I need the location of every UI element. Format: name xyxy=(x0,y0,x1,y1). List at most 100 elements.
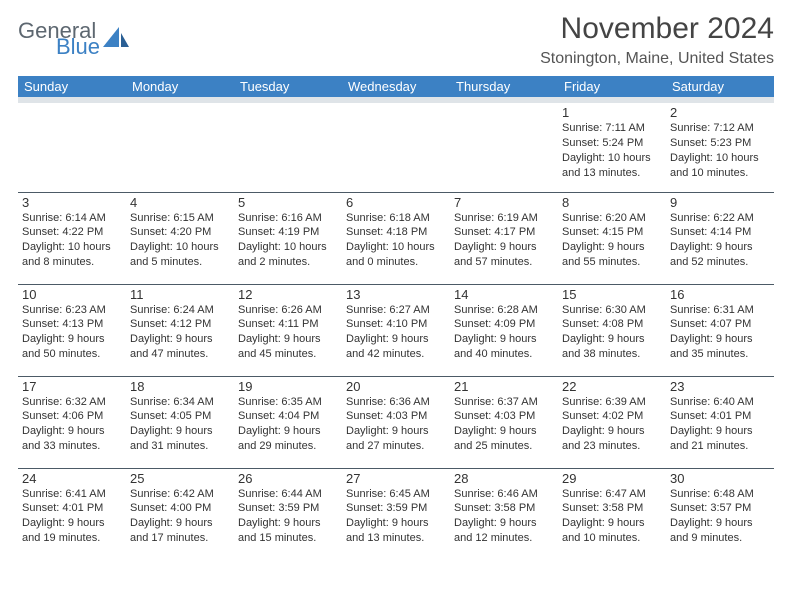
daylight-text: Daylight: 9 hours and 15 minutes. xyxy=(238,516,338,546)
sunrise-text: Sunrise: 6:31 AM xyxy=(670,303,770,318)
calendar-day-cell: 10Sunrise: 6:23 AMSunset: 4:13 PMDayligh… xyxy=(18,284,126,376)
sunset-text: Sunset: 4:04 PM xyxy=(238,409,338,424)
calendar-day-cell: 18Sunrise: 6:34 AMSunset: 4:05 PMDayligh… xyxy=(126,376,234,468)
daylight-text: Daylight: 9 hours and 55 minutes. xyxy=(562,240,662,270)
day-info: Sunrise: 6:26 AMSunset: 4:11 PMDaylight:… xyxy=(238,303,338,362)
day-number: 23 xyxy=(670,379,770,394)
calendar-week-row: 1Sunrise: 7:11 AMSunset: 5:24 PMDaylight… xyxy=(18,100,774,192)
day-info: Sunrise: 6:44 AMSunset: 3:59 PMDaylight:… xyxy=(238,487,338,546)
sunrise-text: Sunrise: 6:27 AM xyxy=(346,303,446,318)
sunset-text: Sunset: 4:06 PM xyxy=(22,409,122,424)
day-number: 27 xyxy=(346,471,446,486)
calendar-page: General Blue November 2024 Stonington, M… xyxy=(0,0,792,560)
sunrise-text: Sunrise: 6:26 AM xyxy=(238,303,338,318)
sunset-text: Sunset: 4:03 PM xyxy=(454,409,554,424)
sunrise-text: Sunrise: 6:24 AM xyxy=(130,303,230,318)
calendar-day-cell: 9Sunrise: 6:22 AMSunset: 4:14 PMDaylight… xyxy=(666,192,774,284)
sunrise-text: Sunrise: 6:30 AM xyxy=(562,303,662,318)
daylight-text: Daylight: 9 hours and 17 minutes. xyxy=(130,516,230,546)
sunset-text: Sunset: 4:11 PM xyxy=(238,317,338,332)
day-number: 22 xyxy=(562,379,662,394)
day-info: Sunrise: 6:35 AMSunset: 4:04 PMDaylight:… xyxy=(238,395,338,454)
sunset-text: Sunset: 4:10 PM xyxy=(346,317,446,332)
daylight-text: Daylight: 9 hours and 35 minutes. xyxy=(670,332,770,362)
calendar-day-cell: 8Sunrise: 6:20 AMSunset: 4:15 PMDaylight… xyxy=(558,192,666,284)
calendar-day-cell: 2Sunrise: 7:12 AMSunset: 5:23 PMDaylight… xyxy=(666,100,774,192)
sunrise-text: Sunrise: 6:18 AM xyxy=(346,211,446,226)
calendar-day-cell: 25Sunrise: 6:42 AMSunset: 4:00 PMDayligh… xyxy=(126,468,234,560)
daylight-text: Daylight: 9 hours and 52 minutes. xyxy=(670,240,770,270)
calendar-table: Sunday Monday Tuesday Wednesday Thursday… xyxy=(18,76,774,560)
calendar-day-cell: 29Sunrise: 6:47 AMSunset: 3:58 PMDayligh… xyxy=(558,468,666,560)
day-number: 3 xyxy=(22,195,122,210)
day-number: 4 xyxy=(130,195,230,210)
calendar-day-cell: 4Sunrise: 6:15 AMSunset: 4:20 PMDaylight… xyxy=(126,192,234,284)
calendar-day-cell: 27Sunrise: 6:45 AMSunset: 3:59 PMDayligh… xyxy=(342,468,450,560)
sunset-text: Sunset: 4:14 PM xyxy=(670,225,770,240)
sunset-text: Sunset: 4:01 PM xyxy=(670,409,770,424)
daylight-text: Daylight: 9 hours and 45 minutes. xyxy=(238,332,338,362)
logo: General Blue xyxy=(18,20,129,58)
calendar-day-cell: 20Sunrise: 6:36 AMSunset: 4:03 PMDayligh… xyxy=(342,376,450,468)
daylight-text: Daylight: 9 hours and 38 minutes. xyxy=(562,332,662,362)
day-info: Sunrise: 6:34 AMSunset: 4:05 PMDaylight:… xyxy=(130,395,230,454)
daylight-text: Daylight: 10 hours and 13 minutes. xyxy=(562,151,662,181)
calendar-empty-cell xyxy=(342,100,450,192)
daylight-text: Daylight: 9 hours and 31 minutes. xyxy=(130,424,230,454)
day-number: 25 xyxy=(130,471,230,486)
logo-word-2: Blue xyxy=(56,36,100,58)
calendar-day-cell: 6Sunrise: 6:18 AMSunset: 4:18 PMDaylight… xyxy=(342,192,450,284)
day-header-row: Sunday Monday Tuesday Wednesday Thursday… xyxy=(18,76,774,100)
day-number: 11 xyxy=(130,287,230,302)
daylight-text: Daylight: 10 hours and 5 minutes. xyxy=(130,240,230,270)
day-number: 2 xyxy=(670,105,770,120)
day-info: Sunrise: 6:15 AMSunset: 4:20 PMDaylight:… xyxy=(130,211,230,270)
sunset-text: Sunset: 4:03 PM xyxy=(346,409,446,424)
sunset-text: Sunset: 5:23 PM xyxy=(670,136,770,151)
daylight-text: Daylight: 9 hours and 25 minutes. xyxy=(454,424,554,454)
daylight-text: Daylight: 9 hours and 13 minutes. xyxy=(346,516,446,546)
calendar-week-row: 10Sunrise: 6:23 AMSunset: 4:13 PMDayligh… xyxy=(18,284,774,376)
daylight-text: Daylight: 9 hours and 21 minutes. xyxy=(670,424,770,454)
day-number: 26 xyxy=(238,471,338,486)
sunset-text: Sunset: 4:13 PM xyxy=(22,317,122,332)
calendar-day-cell: 13Sunrise: 6:27 AMSunset: 4:10 PMDayligh… xyxy=(342,284,450,376)
day-info: Sunrise: 6:19 AMSunset: 4:17 PMDaylight:… xyxy=(454,211,554,270)
daylight-text: Daylight: 9 hours and 10 minutes. xyxy=(562,516,662,546)
daylight-text: Daylight: 9 hours and 33 minutes. xyxy=(22,424,122,454)
day-info: Sunrise: 6:28 AMSunset: 4:09 PMDaylight:… xyxy=(454,303,554,362)
daylight-text: Daylight: 10 hours and 2 minutes. xyxy=(238,240,338,270)
calendar-empty-cell xyxy=(450,100,558,192)
calendar-day-cell: 22Sunrise: 6:39 AMSunset: 4:02 PMDayligh… xyxy=(558,376,666,468)
calendar-day-cell: 26Sunrise: 6:44 AMSunset: 3:59 PMDayligh… xyxy=(234,468,342,560)
calendar-week-row: 24Sunrise: 6:41 AMSunset: 4:01 PMDayligh… xyxy=(18,468,774,560)
day-info: Sunrise: 6:27 AMSunset: 4:10 PMDaylight:… xyxy=(346,303,446,362)
sunset-text: Sunset: 4:05 PM xyxy=(130,409,230,424)
day-info: Sunrise: 6:47 AMSunset: 3:58 PMDaylight:… xyxy=(562,487,662,546)
day-info: Sunrise: 6:39 AMSunset: 4:02 PMDaylight:… xyxy=(562,395,662,454)
day-info: Sunrise: 6:36 AMSunset: 4:03 PMDaylight:… xyxy=(346,395,446,454)
day-info: Sunrise: 6:31 AMSunset: 4:07 PMDaylight:… xyxy=(670,303,770,362)
day-number: 1 xyxy=(562,105,662,120)
sunrise-text: Sunrise: 6:40 AM xyxy=(670,395,770,410)
daylight-text: Daylight: 9 hours and 57 minutes. xyxy=(454,240,554,270)
sunrise-text: Sunrise: 6:35 AM xyxy=(238,395,338,410)
day-info: Sunrise: 6:14 AMSunset: 4:22 PMDaylight:… xyxy=(22,211,122,270)
sunset-text: Sunset: 4:18 PM xyxy=(346,225,446,240)
calendar-day-cell: 16Sunrise: 6:31 AMSunset: 4:07 PMDayligh… xyxy=(666,284,774,376)
sunset-text: Sunset: 4:07 PM xyxy=(670,317,770,332)
sunrise-text: Sunrise: 6:41 AM xyxy=(22,487,122,502)
day-info: Sunrise: 6:46 AMSunset: 3:58 PMDaylight:… xyxy=(454,487,554,546)
day-info: Sunrise: 6:40 AMSunset: 4:01 PMDaylight:… xyxy=(670,395,770,454)
day-info: Sunrise: 6:22 AMSunset: 4:14 PMDaylight:… xyxy=(670,211,770,270)
sunrise-text: Sunrise: 6:23 AM xyxy=(22,303,122,318)
day-info: Sunrise: 6:37 AMSunset: 4:03 PMDaylight:… xyxy=(454,395,554,454)
sunrise-text: Sunrise: 6:46 AM xyxy=(454,487,554,502)
day-header: Wednesday xyxy=(342,76,450,100)
day-info: Sunrise: 6:32 AMSunset: 4:06 PMDaylight:… xyxy=(22,395,122,454)
day-header: Monday xyxy=(126,76,234,100)
day-info: Sunrise: 6:16 AMSunset: 4:19 PMDaylight:… xyxy=(238,211,338,270)
sunrise-text: Sunrise: 6:48 AM xyxy=(670,487,770,502)
daylight-text: Daylight: 9 hours and 42 minutes. xyxy=(346,332,446,362)
daylight-text: Daylight: 9 hours and 23 minutes. xyxy=(562,424,662,454)
